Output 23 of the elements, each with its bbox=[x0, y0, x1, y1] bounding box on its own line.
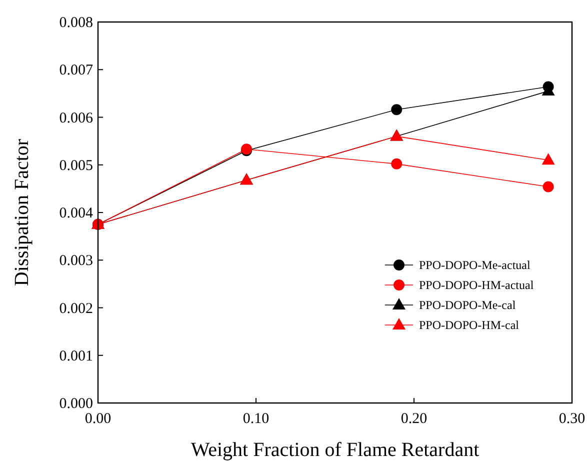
point bbox=[391, 104, 402, 116]
x-tick-label: 0.00 bbox=[84, 411, 112, 427]
x-tick-label: 0.30 bbox=[558, 411, 586, 427]
point bbox=[542, 153, 555, 165]
y-tick-label: 0.004 bbox=[59, 206, 94, 222]
y-tick-label: 0.001 bbox=[59, 348, 93, 364]
point bbox=[391, 158, 402, 170]
y-tick-label: 0.003 bbox=[59, 253, 93, 270]
legend-label: PPO-DOPO-HM-cal bbox=[419, 318, 520, 332]
y-tick-label: 0.008 bbox=[59, 15, 93, 31]
legend-label: PPO-DOPO-Me-cal bbox=[419, 298, 516, 312]
y-tick-label: 0.007 bbox=[59, 62, 94, 79]
y-tick-label: 0.002 bbox=[59, 300, 93, 317]
x-tick-label: 0.20 bbox=[400, 411, 428, 427]
y-tick-label: 0.005 bbox=[59, 158, 93, 174]
y-axis-title: Dissipation Factor bbox=[11, 138, 33, 286]
legend-label: PPO-DOPO-Me-actual bbox=[419, 258, 531, 272]
x-tick-label: 0.10 bbox=[242, 411, 270, 427]
y-tick-label: 0.000 bbox=[59, 396, 93, 412]
point bbox=[542, 181, 554, 192]
y-tick-label: 0.006 bbox=[59, 110, 94, 126]
legend-label: PPO-DOPO-HM-actual bbox=[419, 278, 534, 292]
x-axis-title: Weight Fraction of Flame Retardant bbox=[190, 439, 480, 461]
